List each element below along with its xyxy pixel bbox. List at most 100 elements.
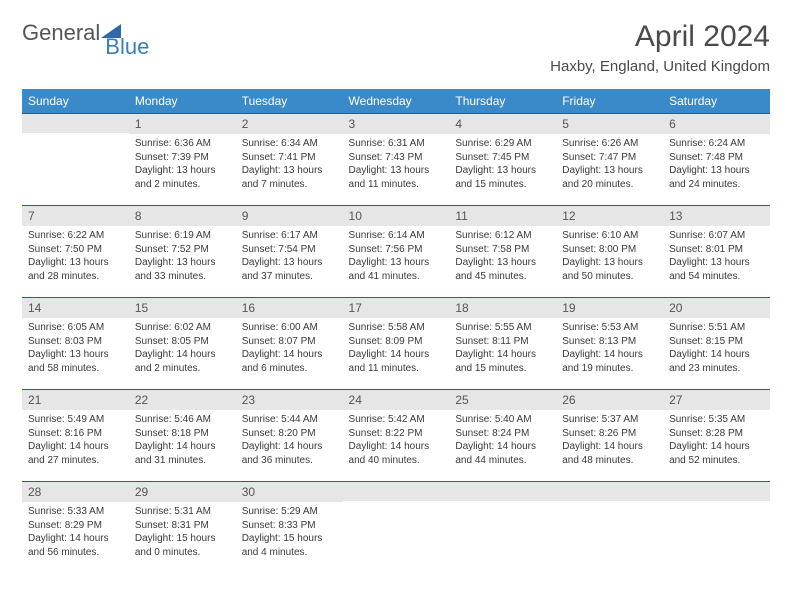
day-number: 11 xyxy=(449,206,556,226)
day-number xyxy=(663,482,770,501)
sunrise-text: Sunrise: 5:35 AM xyxy=(669,413,764,427)
day-header-row: Sunday Monday Tuesday Wednesday Thursday… xyxy=(22,89,770,114)
sunrise-text: Sunrise: 5:53 AM xyxy=(562,321,657,335)
day-header: Saturday xyxy=(663,89,770,114)
day-info: Sunrise: 5:31 AMSunset: 8:31 PMDaylight:… xyxy=(129,502,236,559)
day-number: 28 xyxy=(22,482,129,502)
sunrise-text: Sunrise: 6:22 AM xyxy=(28,229,123,243)
day-info: Sunrise: 5:51 AMSunset: 8:15 PMDaylight:… xyxy=(663,318,770,375)
sunset-text: Sunset: 7:41 PM xyxy=(242,151,337,165)
sunset-text: Sunset: 7:48 PM xyxy=(669,151,764,165)
daylight-text: Daylight: 15 hours and 4 minutes. xyxy=(242,532,337,559)
day-number: 9 xyxy=(236,206,343,226)
day-info: Sunrise: 6:19 AMSunset: 7:52 PMDaylight:… xyxy=(129,226,236,283)
sunrise-text: Sunrise: 6:24 AM xyxy=(669,137,764,151)
daylight-text: Daylight: 13 hours and 7 minutes. xyxy=(242,164,337,191)
day-header: Tuesday xyxy=(236,89,343,114)
daylight-text: Daylight: 13 hours and 41 minutes. xyxy=(349,256,444,283)
daylight-text: Daylight: 14 hours and 36 minutes. xyxy=(242,440,337,467)
sunrise-text: Sunrise: 6:26 AM xyxy=(562,137,657,151)
day-number: 4 xyxy=(449,114,556,134)
daylight-text: Daylight: 14 hours and 52 minutes. xyxy=(669,440,764,467)
day-number: 12 xyxy=(556,206,663,226)
daylight-text: Daylight: 13 hours and 54 minutes. xyxy=(669,256,764,283)
day-cell: 22Sunrise: 5:46 AMSunset: 8:18 PMDayligh… xyxy=(129,390,236,482)
daylight-text: Daylight: 14 hours and 40 minutes. xyxy=(349,440,444,467)
day-info: Sunrise: 5:44 AMSunset: 8:20 PMDaylight:… xyxy=(236,410,343,467)
day-number: 10 xyxy=(343,206,450,226)
sunrise-text: Sunrise: 6:34 AM xyxy=(242,137,337,151)
day-header: Thursday xyxy=(449,89,556,114)
day-number: 30 xyxy=(236,482,343,502)
sunset-text: Sunset: 8:26 PM xyxy=(562,427,657,441)
day-info: Sunrise: 6:26 AMSunset: 7:47 PMDaylight:… xyxy=(556,134,663,191)
daylight-text: Daylight: 14 hours and 44 minutes. xyxy=(455,440,550,467)
day-cell: 13Sunrise: 6:07 AMSunset: 8:01 PMDayligh… xyxy=(663,206,770,298)
sunrise-text: Sunrise: 5:33 AM xyxy=(28,505,123,519)
month-title: April 2024 xyxy=(550,20,770,54)
sunset-text: Sunset: 8:18 PM xyxy=(135,427,230,441)
day-number: 16 xyxy=(236,298,343,318)
day-info: Sunrise: 6:05 AMSunset: 8:03 PMDaylight:… xyxy=(22,318,129,375)
day-header: Wednesday xyxy=(343,89,450,114)
sunrise-text: Sunrise: 6:29 AM xyxy=(455,137,550,151)
daylight-text: Daylight: 13 hours and 15 minutes. xyxy=(455,164,550,191)
day-cell: 3Sunrise: 6:31 AMSunset: 7:43 PMDaylight… xyxy=(343,114,450,206)
day-info: Sunrise: 6:22 AMSunset: 7:50 PMDaylight:… xyxy=(22,226,129,283)
daylight-text: Daylight: 14 hours and 15 minutes. xyxy=(455,348,550,375)
daylight-text: Daylight: 14 hours and 19 minutes. xyxy=(562,348,657,375)
day-cell: 17Sunrise: 5:58 AMSunset: 8:09 PMDayligh… xyxy=(343,298,450,390)
day-number: 8 xyxy=(129,206,236,226)
day-cell: 30Sunrise: 5:29 AMSunset: 8:33 PMDayligh… xyxy=(236,482,343,574)
sunset-text: Sunset: 8:28 PM xyxy=(669,427,764,441)
sunset-text: Sunset: 8:00 PM xyxy=(562,243,657,257)
sunset-text: Sunset: 8:31 PM xyxy=(135,519,230,533)
sunrise-text: Sunrise: 6:17 AM xyxy=(242,229,337,243)
week-row: 14Sunrise: 6:05 AMSunset: 8:03 PMDayligh… xyxy=(22,298,770,390)
day-number: 20 xyxy=(663,298,770,318)
day-number: 14 xyxy=(22,298,129,318)
day-info: Sunrise: 6:07 AMSunset: 8:01 PMDaylight:… xyxy=(663,226,770,283)
day-info: Sunrise: 5:55 AMSunset: 8:11 PMDaylight:… xyxy=(449,318,556,375)
sunrise-text: Sunrise: 6:36 AM xyxy=(135,137,230,151)
page-header: General Blue April 2024 Haxby, England, … xyxy=(22,20,770,75)
day-info: Sunrise: 6:17 AMSunset: 7:54 PMDaylight:… xyxy=(236,226,343,283)
sunset-text: Sunset: 8:09 PM xyxy=(349,335,444,349)
day-number: 24 xyxy=(343,390,450,410)
day-info: Sunrise: 6:12 AMSunset: 7:58 PMDaylight:… xyxy=(449,226,556,283)
day-cell: 1Sunrise: 6:36 AMSunset: 7:39 PMDaylight… xyxy=(129,114,236,206)
day-cell: 4Sunrise: 6:29 AMSunset: 7:45 PMDaylight… xyxy=(449,114,556,206)
sunrise-text: Sunrise: 6:10 AM xyxy=(562,229,657,243)
day-cell: 20Sunrise: 5:51 AMSunset: 8:15 PMDayligh… xyxy=(663,298,770,390)
sunrise-text: Sunrise: 5:44 AM xyxy=(242,413,337,427)
sunset-text: Sunset: 8:16 PM xyxy=(28,427,123,441)
week-row: 7Sunrise: 6:22 AMSunset: 7:50 PMDaylight… xyxy=(22,206,770,298)
day-cell: 14Sunrise: 6:05 AMSunset: 8:03 PMDayligh… xyxy=(22,298,129,390)
day-info: Sunrise: 5:40 AMSunset: 8:24 PMDaylight:… xyxy=(449,410,556,467)
sunset-text: Sunset: 7:39 PM xyxy=(135,151,230,165)
day-number: 22 xyxy=(129,390,236,410)
day-info: Sunrise: 5:46 AMSunset: 8:18 PMDaylight:… xyxy=(129,410,236,467)
day-cell: 19Sunrise: 5:53 AMSunset: 8:13 PMDayligh… xyxy=(556,298,663,390)
sunrise-text: Sunrise: 6:19 AM xyxy=(135,229,230,243)
sunrise-text: Sunrise: 5:58 AM xyxy=(349,321,444,335)
day-number: 23 xyxy=(236,390,343,410)
sunset-text: Sunset: 8:20 PM xyxy=(242,427,337,441)
logo: General Blue xyxy=(22,20,149,46)
title-block: April 2024 Haxby, England, United Kingdo… xyxy=(550,20,770,75)
day-cell: 21Sunrise: 5:49 AMSunset: 8:16 PMDayligh… xyxy=(22,390,129,482)
day-cell: 16Sunrise: 6:00 AMSunset: 8:07 PMDayligh… xyxy=(236,298,343,390)
day-info: Sunrise: 5:42 AMSunset: 8:22 PMDaylight:… xyxy=(343,410,450,467)
day-number xyxy=(22,114,129,133)
sunrise-text: Sunrise: 5:42 AM xyxy=(349,413,444,427)
day-number: 6 xyxy=(663,114,770,134)
daylight-text: Daylight: 14 hours and 11 minutes. xyxy=(349,348,444,375)
day-info: Sunrise: 6:02 AMSunset: 8:05 PMDaylight:… xyxy=(129,318,236,375)
day-number: 26 xyxy=(556,390,663,410)
day-cell xyxy=(449,482,556,574)
sunrise-text: Sunrise: 5:29 AM xyxy=(242,505,337,519)
day-number: 21 xyxy=(22,390,129,410)
daylight-text: Daylight: 13 hours and 11 minutes. xyxy=(349,164,444,191)
day-cell: 6Sunrise: 6:24 AMSunset: 7:48 PMDaylight… xyxy=(663,114,770,206)
sunset-text: Sunset: 8:13 PM xyxy=(562,335,657,349)
